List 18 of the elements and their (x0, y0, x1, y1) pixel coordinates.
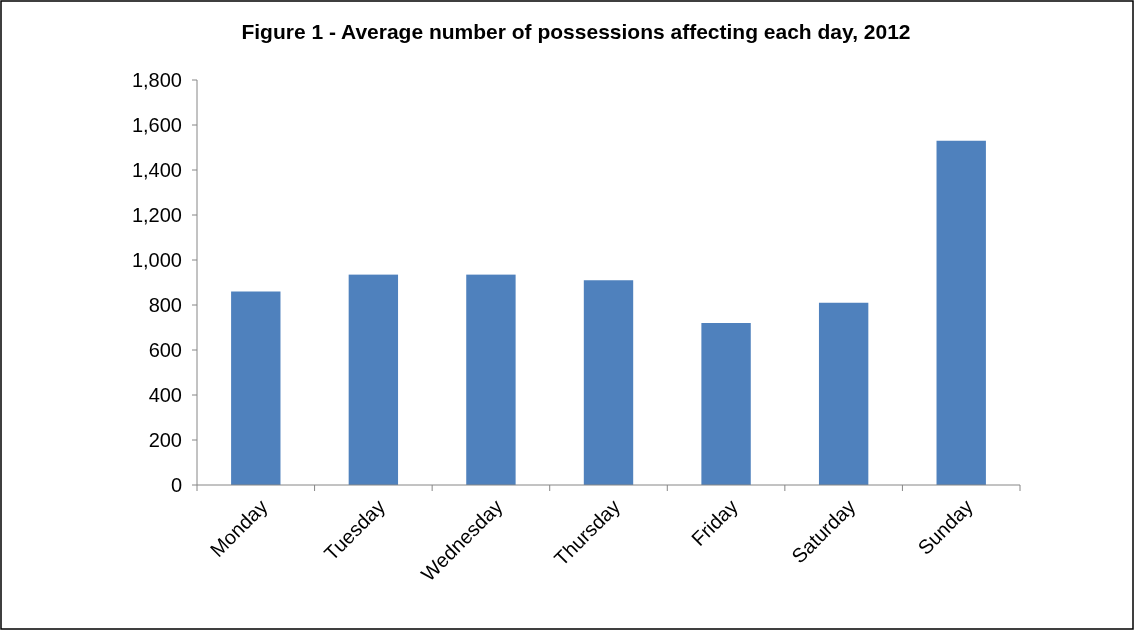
y-tick-label: 1,400 (131, 159, 182, 181)
y-tick-label: 400 (148, 384, 182, 406)
y-tick-label: 1,200 (131, 204, 182, 226)
bar (701, 323, 751, 485)
y-tick-label: 1,800 (131, 69, 182, 91)
y-tick-label: 800 (148, 294, 182, 316)
chart-title: Figure 1 - Average number of possessions affecting each day, 2012 (241, 20, 911, 43)
y-tick-label: 600 (148, 339, 182, 361)
y-tick-label: 1,600 (131, 114, 182, 136)
bar (583, 280, 634, 485)
bar (466, 274, 516, 485)
y-tick-label: 1,000 (131, 249, 182, 271)
bar (936, 140, 986, 485)
y-tick-label: 0 (170, 474, 182, 496)
y-tick-label: 200 (148, 429, 182, 451)
bar (348, 274, 399, 485)
bar (231, 291, 281, 485)
bar (818, 302, 869, 485)
